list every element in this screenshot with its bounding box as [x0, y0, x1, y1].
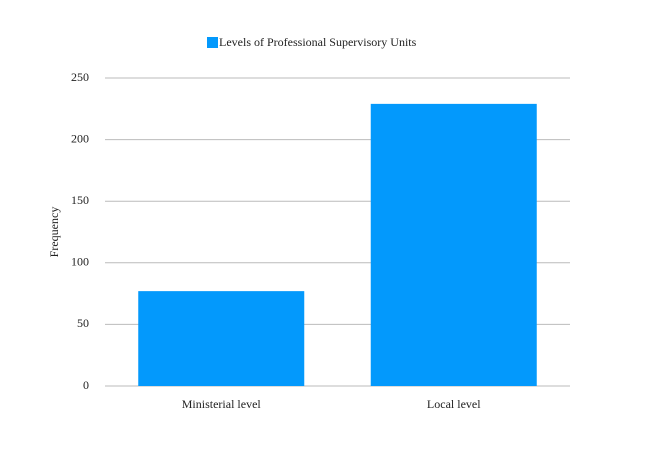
bar: [138, 291, 305, 386]
y-axis-label: Frequency: [47, 207, 61, 258]
bar: [370, 103, 537, 386]
y-tick-label: 150: [71, 193, 89, 207]
y-tick-label: 250: [71, 70, 89, 84]
y-tick-label: 100: [71, 255, 89, 269]
legend-label: Levels of Professional Supervisory Units: [219, 35, 417, 49]
x-tick-label: Ministerial level: [182, 397, 262, 411]
y-tick-label: 0: [83, 378, 89, 392]
y-tick-label: 200: [71, 131, 89, 145]
legend-swatch: [207, 37, 218, 48]
y-tick-label: 50: [77, 316, 89, 330]
x-tick-label: Local level: [427, 397, 481, 411]
